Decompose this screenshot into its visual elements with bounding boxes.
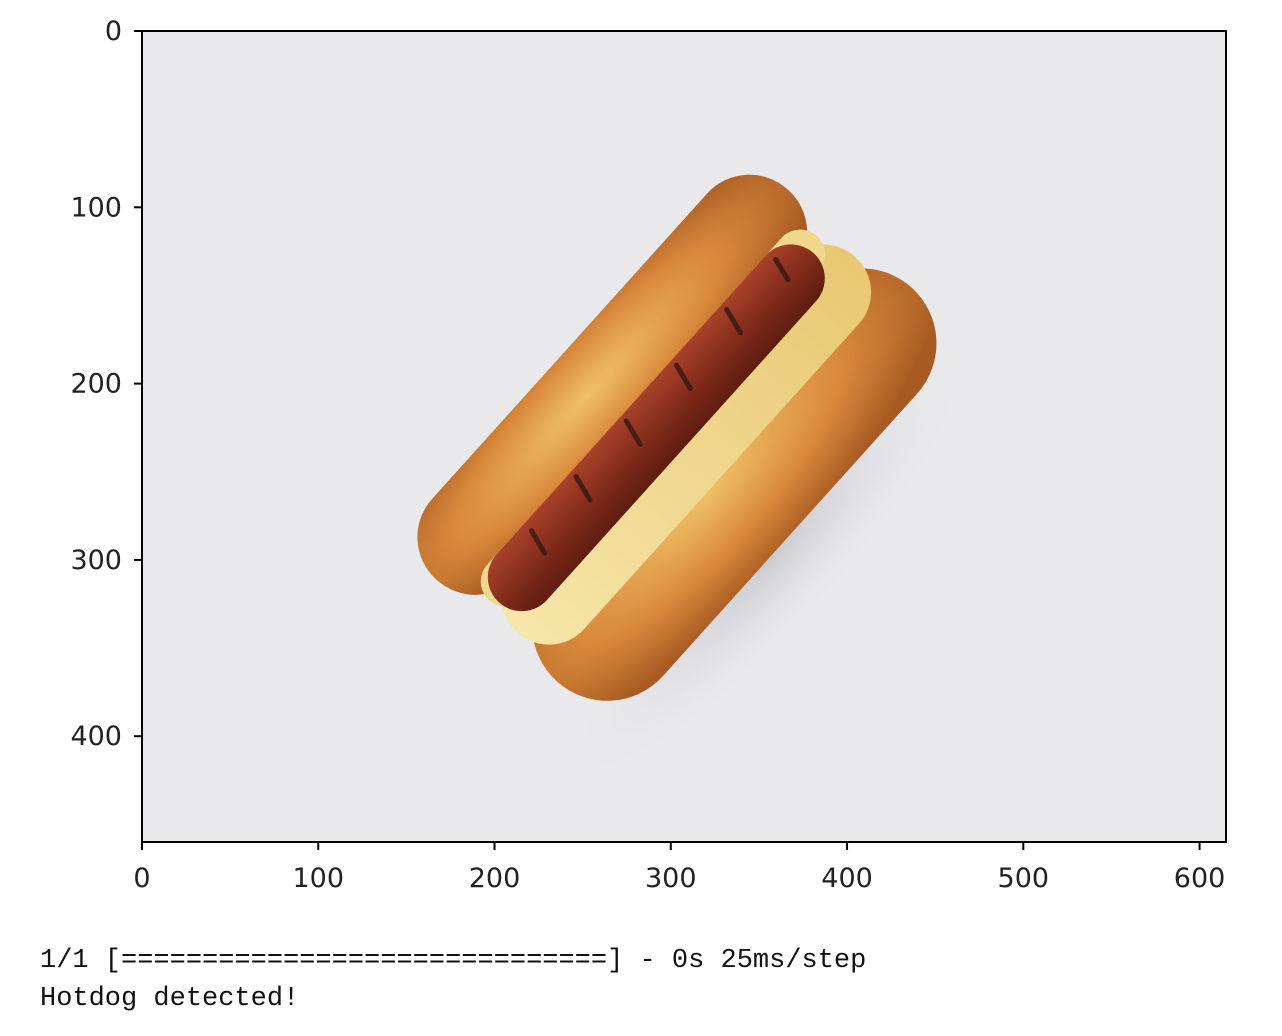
x-tick-label: 500 bbox=[998, 863, 1050, 894]
bun-upper bbox=[417, 174, 808, 595]
axes-frame bbox=[141, 30, 1227, 843]
x-tick-label: 0 bbox=[133, 863, 150, 894]
image-plot: 0 100 200 300 400 500 600 0 100 200 300 400 bbox=[70, 16, 1227, 894]
grill-marks bbox=[528, 256, 791, 556]
x-axis-ticks: 0 100 200 300 400 500 600 bbox=[133, 842, 1225, 894]
bun-lower bbox=[532, 268, 937, 701]
hotdog-shadow bbox=[562, 332, 978, 788]
y-tick-label: 200 bbox=[70, 369, 122, 400]
sausage bbox=[487, 244, 825, 612]
y-tick-label: 100 bbox=[70, 192, 122, 223]
plot-svg: 0 100 200 300 400 500 600 0 100 200 300 400 bbox=[70, 16, 1227, 894]
y-tick-label: 0 bbox=[105, 16, 122, 47]
x-tick-label: 300 bbox=[645, 863, 697, 894]
x-tick-label: 400 bbox=[821, 863, 873, 894]
y-axis-ticks: 0 100 200 300 400 bbox=[70, 16, 142, 752]
console-result-line: Hotdog detected! bbox=[40, 984, 300, 1014]
hotdog-photo bbox=[417, 174, 978, 788]
x-tick-label: 100 bbox=[292, 863, 344, 894]
x-tick-label: 600 bbox=[1174, 863, 1226, 894]
x-tick-label: 200 bbox=[469, 863, 521, 894]
y-tick-label: 300 bbox=[70, 545, 122, 576]
y-tick-label: 400 bbox=[70, 721, 122, 752]
console-progress-line: 1/1 [==============================] - 0… bbox=[40, 946, 867, 976]
